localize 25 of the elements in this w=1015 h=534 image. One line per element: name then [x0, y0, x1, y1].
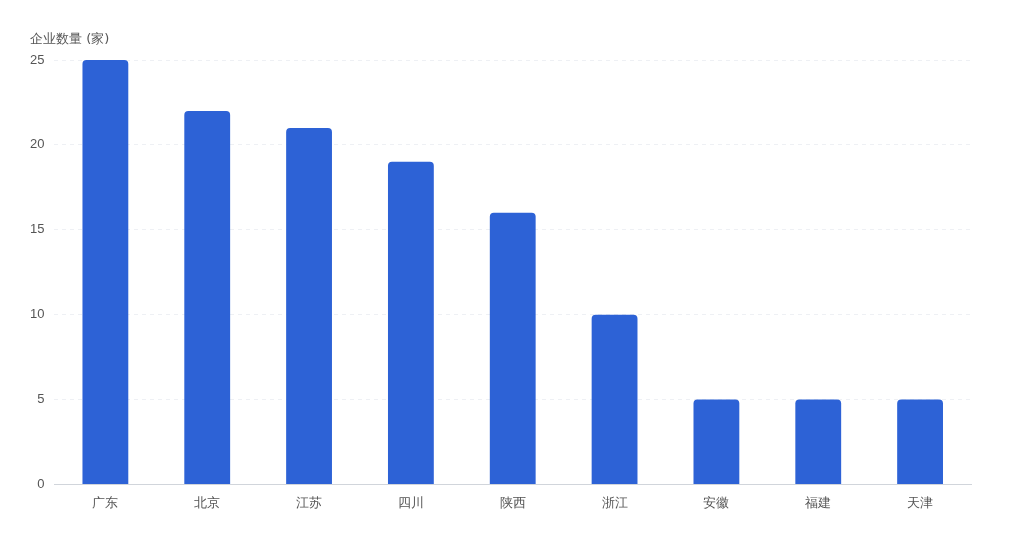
y-axis-title: 企业数量 (家)	[30, 30, 110, 46]
y-tick-label: 15	[29, 221, 45, 237]
bar	[489, 212, 536, 484]
bar	[184, 110, 231, 484]
y-tick-label: 0	[37, 475, 45, 491]
bar	[286, 127, 332, 484]
bar	[82, 60, 129, 484]
x-tick-label: 北京	[194, 494, 221, 510]
bar	[591, 314, 638, 484]
x-tick-label: 浙江	[601, 494, 628, 510]
y-tick-label: 10	[29, 306, 45, 322]
x-tick-label: 广东	[92, 494, 119, 510]
bar	[387, 161, 434, 484]
x-tick-label: 天津	[907, 494, 934, 510]
bar	[897, 399, 943, 484]
x-tick-label: 江苏	[296, 494, 323, 510]
y-tick-label: 20	[29, 136, 45, 152]
x-tick-label: 陕西	[499, 494, 526, 510]
y-tick-label: 25	[29, 51, 45, 67]
x-tick-label: 四川	[397, 494, 424, 510]
y-tick-label: 5	[37, 391, 45, 407]
bar	[693, 399, 740, 484]
x-tick-label: 福建	[805, 494, 832, 510]
x-tick-label: 安徽	[703, 494, 730, 510]
bar	[795, 399, 842, 484]
